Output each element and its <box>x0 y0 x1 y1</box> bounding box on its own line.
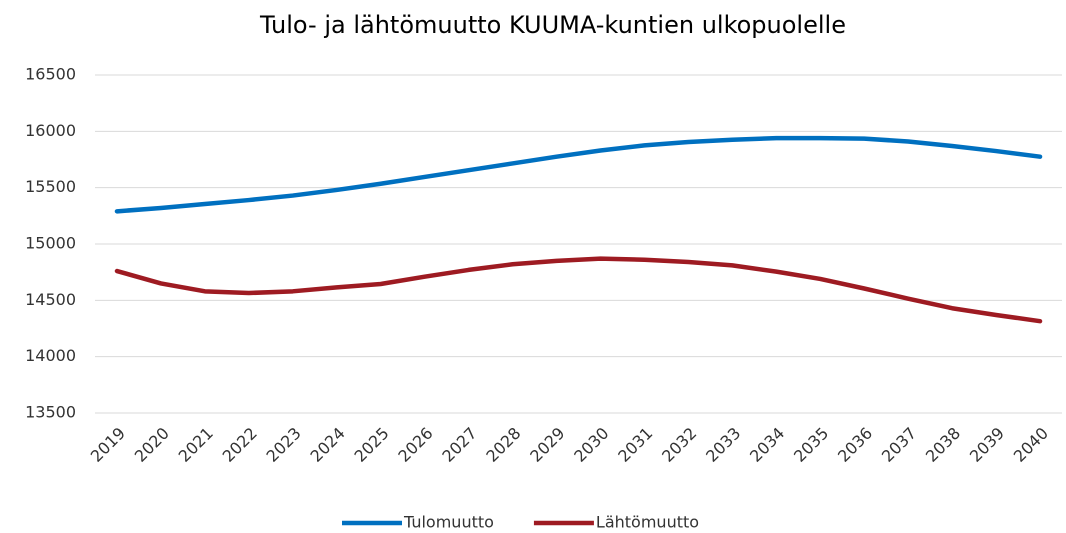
y-tick-label: 16500 <box>25 65 76 84</box>
x-tick-label: 2029 <box>526 424 568 466</box>
x-tick-label: 2028 <box>482 424 524 466</box>
x-tick-label: 2034 <box>746 424 788 466</box>
line-series <box>114 256 1043 324</box>
y-tick-label: 15000 <box>25 234 76 253</box>
x-tick-label: 2030 <box>570 424 612 466</box>
y-tick-label: 13500 <box>25 403 76 422</box>
x-tick-label: 2023 <box>263 424 305 466</box>
x-tick-label: 2019 <box>87 424 129 466</box>
x-tick-label: 2020 <box>131 424 173 466</box>
x-tick-label: 2037 <box>878 424 920 466</box>
x-tick-label: 2035 <box>790 424 832 466</box>
x-tick-label: 2026 <box>394 424 436 466</box>
x-tick-label: 2040 <box>1010 424 1052 466</box>
line-series <box>114 135 1043 214</box>
x-tick-label: 2038 <box>922 424 964 466</box>
x-tick-label: 2031 <box>614 424 656 466</box>
legend-label: Lähtömuutto <box>596 513 699 532</box>
x-tick-label: 2039 <box>966 424 1008 466</box>
x-tick-label: 2024 <box>307 424 349 466</box>
y-tick-label: 15500 <box>25 177 76 196</box>
x-tick-label: 2021 <box>175 424 217 466</box>
x-tick-label: 2033 <box>702 424 744 466</box>
x-tick-label: 2036 <box>834 424 876 466</box>
y-tick-label: 14000 <box>25 346 76 365</box>
chart-title: Tulo- ja lähtömuutto KUUMA-kuntien ulkop… <box>259 11 846 39</box>
legend-label: Tulomuutto <box>403 513 494 532</box>
x-tick-label: 2032 <box>658 424 700 466</box>
x-tick-label: 2025 <box>350 424 392 466</box>
x-tick-label: 2022 <box>219 424 261 466</box>
y-tick-label: 16000 <box>25 121 76 140</box>
y-tick-label: 14500 <box>25 290 76 309</box>
x-tick-label: 2027 <box>438 424 480 466</box>
